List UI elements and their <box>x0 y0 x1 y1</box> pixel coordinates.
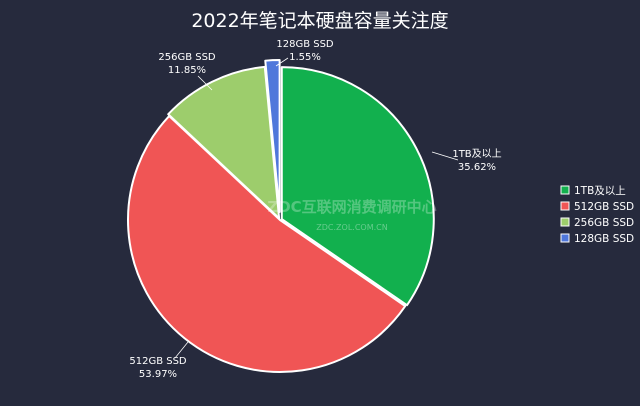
pie-slice <box>127 115 407 373</box>
watermark: ZDC互联网消费调研中心 ZDC.ZOL.COM.CN <box>267 198 436 232</box>
leader-lines <box>174 57 459 359</box>
slice-label-name: 512GB SSD <box>129 356 187 367</box>
pie-slice <box>280 66 435 307</box>
chart-title: 2022年笔记本硬盘容量关注度 <box>191 10 448 32</box>
legend: 1TB及以上 512GB SSD 256GB SSD 128GB SSD <box>560 185 634 245</box>
legend-swatch <box>560 185 570 195</box>
pie-slice <box>264 59 281 214</box>
watermark-url: ZDC.ZOL.COM.CN <box>316 223 387 232</box>
leader-line <box>275 57 289 67</box>
legend-item: 1TB及以上 <box>560 185 626 197</box>
pie-slices <box>127 59 435 373</box>
slice-label-name: 128GB SSD <box>276 39 334 50</box>
slice-label-value: 35.62% <box>458 162 496 173</box>
slice-label-name: 1TB及以上 <box>452 148 501 160</box>
legend-item: 128GB SSD <box>560 233 634 245</box>
legend-label: 256GB SSD <box>574 217 634 229</box>
leader-line <box>174 341 189 359</box>
legend-swatch <box>560 233 570 243</box>
slice-label-value: 1.55% <box>289 52 321 63</box>
legend-swatch <box>560 217 570 227</box>
watermark-text: ZDC互联网消费调研中心 <box>267 198 436 216</box>
slice-label-value: 11.85% <box>168 65 206 76</box>
legend-label: 128GB SSD <box>574 233 634 245</box>
legend-swatch <box>560 201 570 211</box>
leader-line <box>197 75 213 91</box>
legend-item: 512GB SSD <box>560 201 634 213</box>
legend-item: 256GB SSD <box>560 217 634 229</box>
legend-label: 512GB SSD <box>574 201 634 213</box>
legend-label: 1TB及以上 <box>574 185 626 197</box>
slice-label-value: 53.97% <box>139 369 177 380</box>
pie-slice <box>167 65 281 220</box>
slice-label-name: 256GB SSD <box>158 52 216 63</box>
slice-labels: 1TB及以上 35.62% 512GB SSD 53.97% 256GB SSD 11.8… <box>129 39 501 380</box>
leader-line <box>431 151 459 161</box>
